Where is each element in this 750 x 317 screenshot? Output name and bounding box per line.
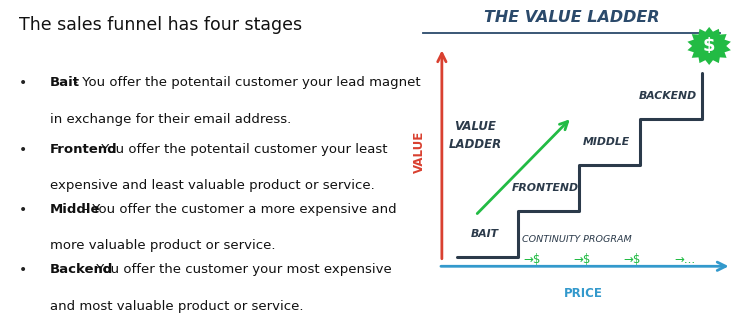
Text: •: • [19, 76, 27, 90]
Text: VALUE: VALUE [454, 120, 497, 133]
Text: - You offer the customer your most expensive: - You offer the customer your most expen… [83, 263, 392, 276]
Text: Backend: Backend [50, 263, 113, 276]
Text: more valuable product or service.: more valuable product or service. [50, 239, 276, 252]
Text: Middle: Middle [50, 203, 100, 216]
Text: expensive and least valuable product or service.: expensive and least valuable product or … [50, 179, 375, 192]
Text: →$: →$ [624, 253, 641, 266]
Text: MIDDLE: MIDDLE [584, 137, 630, 147]
Text: - You offer the customer a more expensive and: - You offer the customer a more expensiv… [79, 203, 396, 216]
Polygon shape [688, 27, 731, 65]
Text: FRONTEND: FRONTEND [512, 183, 579, 193]
Text: •: • [19, 263, 27, 277]
Text: BAIT: BAIT [470, 229, 498, 239]
Text: in exchange for their email address.: in exchange for their email address. [50, 113, 292, 126]
Text: CONTINUITY PROGRAM: CONTINUITY PROGRAM [522, 235, 632, 244]
Text: →$: →$ [524, 253, 541, 266]
Text: •: • [19, 143, 27, 157]
Text: - You offer the potentail customer your lead magnet: - You offer the potentail customer your … [69, 76, 421, 89]
Text: →$: →$ [574, 253, 591, 266]
Text: BACKEND: BACKEND [639, 91, 697, 101]
Text: Frontend: Frontend [50, 143, 118, 156]
Text: PRICE: PRICE [563, 287, 602, 300]
Text: $: $ [703, 37, 715, 55]
Text: LADDER: LADDER [448, 138, 502, 151]
Text: VALUE: VALUE [413, 131, 426, 173]
Text: Bait: Bait [50, 76, 80, 89]
Text: THE VALUE LADDER: THE VALUE LADDER [484, 10, 659, 24]
Text: •: • [19, 203, 27, 217]
Text: - You offer the potentail customer your least: - You offer the potentail customer your … [88, 143, 388, 156]
Text: →...: →... [674, 253, 695, 266]
Text: and most valuable product or service.: and most valuable product or service. [50, 300, 304, 313]
Text: The sales funnel has four stages: The sales funnel has four stages [19, 16, 302, 34]
